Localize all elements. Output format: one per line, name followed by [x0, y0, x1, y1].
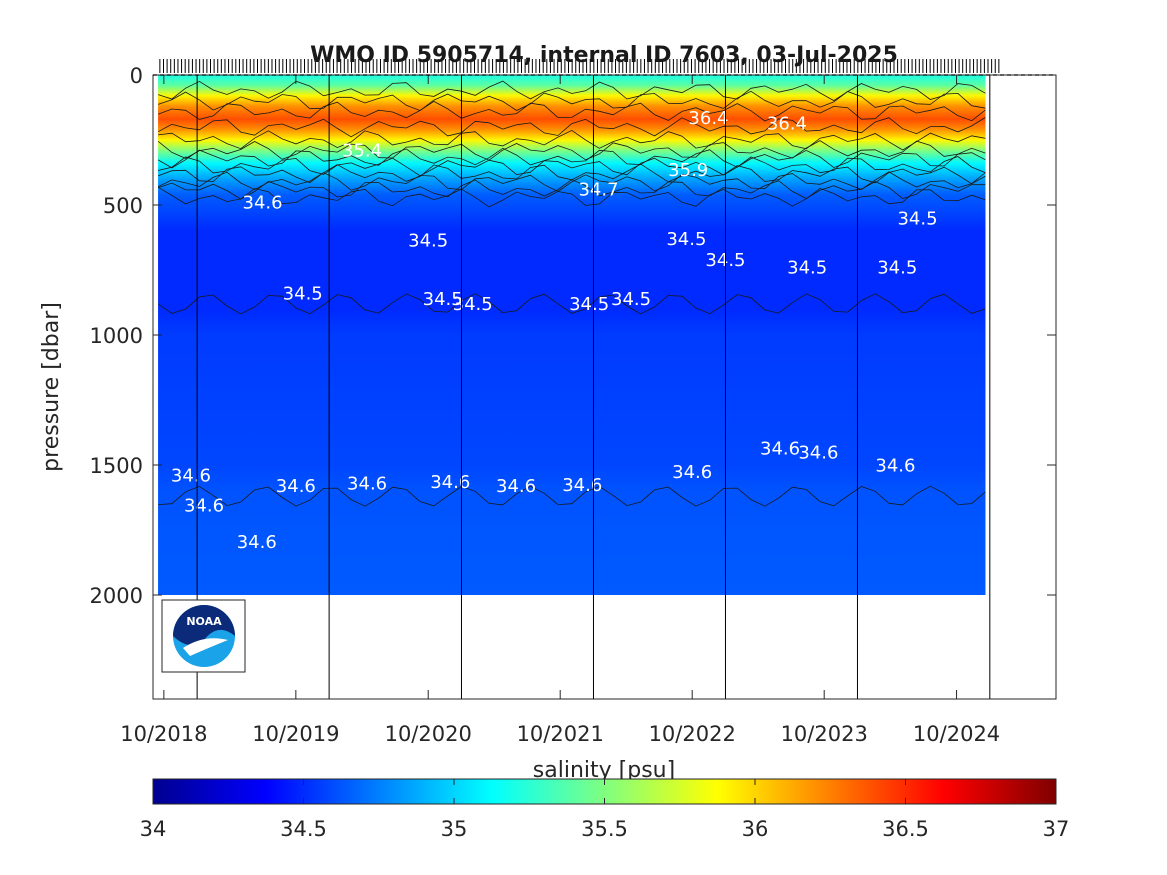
contour-label: 34.5	[877, 258, 917, 279]
x-axis: 10/2018 10/2019 10/2020 10/2021 10/2022 10/20…	[120, 75, 1000, 746]
contour-label: 34.5	[569, 294, 609, 315]
noaa-logo: NOAA	[161, 599, 246, 673]
contour-label: 34.6	[276, 476, 316, 497]
contour-label: 36.4	[767, 113, 807, 134]
contour-label: 34.6	[875, 455, 915, 476]
contour-label: 34.6	[430, 472, 470, 493]
contour-label: 34.6	[347, 474, 387, 495]
y-tick-label: 0	[130, 64, 143, 88]
colorbar-ticks: 34 34.5 35 35.5 36 36.5 37	[140, 779, 1070, 841]
contour-label: 34.5	[283, 284, 323, 305]
isoline	[158, 485, 986, 507]
colorbar-tick-label: 36.5	[882, 817, 929, 841]
isoline	[158, 156, 986, 177]
colorbar-tick-label: 35	[441, 817, 468, 841]
contour-label: 35.4	[342, 141, 382, 162]
contour-label: 34.6	[798, 442, 838, 463]
contour-labels: 35.434.634.735.936.4 36.434.534.5 34.534.5…	[171, 108, 938, 553]
x-tick-label: 10/2018	[120, 722, 207, 746]
profile-time-ticks	[153, 59, 1056, 76]
y-tick-label: 1000	[90, 324, 143, 348]
x-tick-label: 10/2023	[781, 722, 868, 746]
contour-label: 34.5	[787, 258, 827, 279]
contour-label: 34.6	[171, 466, 211, 487]
x-tick-label: 10/2020	[385, 722, 472, 746]
colorbar-tick-label: 36	[742, 817, 769, 841]
chart-title: WMO ID 5905714, internal ID 7603, 03-Jul…	[310, 43, 898, 68]
colorbar-tick-label: 34.5	[280, 817, 327, 841]
isoline	[157, 293, 986, 315]
isoline	[157, 100, 986, 122]
x-tick-label: 10/2021	[517, 722, 604, 746]
contour-label: 34.6	[243, 193, 283, 214]
contour-label: 34.5	[666, 229, 706, 250]
contour-label: 34.6	[760, 438, 800, 459]
isoline	[157, 186, 986, 208]
isoline	[157, 90, 986, 112]
x-tick-label: 10/2024	[913, 722, 1000, 746]
y-tick-label: 2000	[90, 584, 143, 608]
vertical-year-lines	[196, 75, 991, 699]
colorbar-tick-label: 37	[1043, 817, 1070, 841]
contour-label: 34.5	[408, 230, 448, 251]
contour-label: 34.5	[423, 289, 463, 310]
x-tick-label: 10/2019	[252, 722, 339, 746]
salinity-field	[157, 75, 986, 595]
noaa-logo-text: NOAA	[186, 615, 222, 628]
contour-label: 34.6	[672, 462, 712, 483]
isoline	[157, 179, 986, 200]
contour-label: 34.7	[578, 180, 618, 201]
colorbar-tick-label: 34	[140, 817, 167, 841]
contour-label: 34.6	[184, 496, 224, 517]
isoline	[157, 147, 986, 169]
contour-label: 36.4	[688, 108, 728, 129]
y-tick-label: 500	[103, 194, 143, 218]
colorbar-tick-label: 35.5	[581, 817, 628, 841]
isoline	[158, 129, 986, 151]
contour-label: 34.5	[897, 208, 937, 229]
y-tick-label: 1500	[90, 454, 143, 478]
y-axis-label: pressure [dbar]	[39, 302, 64, 472]
y-axis: 0 500 1000 1500 2000	[90, 64, 1056, 608]
contour-label: 34.5	[453, 294, 493, 315]
contour-label: 34.6	[237, 532, 277, 553]
isoline	[157, 140, 986, 161]
x-tick-label: 10/2022	[649, 722, 736, 746]
contour-label: 34.6	[496, 476, 536, 497]
contour-label: 34.5	[611, 289, 651, 310]
isoline	[157, 117, 986, 138]
contour-label: 35.9	[668, 160, 708, 181]
contour-label: 34.6	[562, 475, 602, 496]
isoline	[157, 171, 986, 192]
